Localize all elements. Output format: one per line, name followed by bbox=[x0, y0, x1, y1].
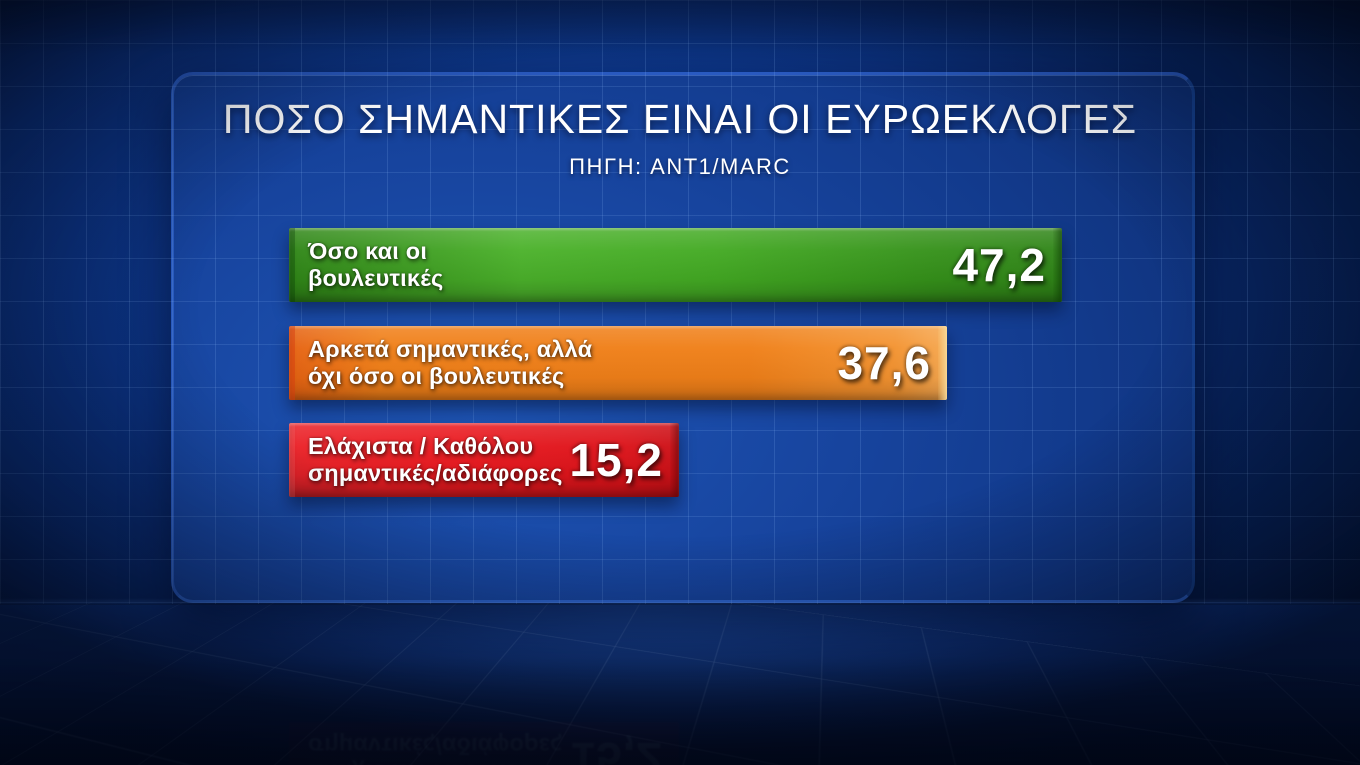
bar-label-line: Όσο και οι bbox=[308, 238, 428, 264]
bar-label-line: όχι όσο οι βουλευτικές bbox=[308, 363, 565, 389]
bar-value: 15,2 bbox=[569, 434, 663, 486]
chart-source: ΠΗΓΗ: ANT1/MARC bbox=[569, 154, 791, 179]
bar-label: Ελάχιστα / Καθόλου σημαντικές/αδιάφορες bbox=[289, 433, 563, 487]
bar-orange-quite-important: Αρκετά σημαντικές, αλλά όχι όσο οι βουλε… bbox=[289, 326, 947, 400]
bar-label-line: Αρκετά σημαντικές, αλλά bbox=[308, 336, 593, 362]
bar-red-not-important: Ελάχιστα / Καθόλου σημαντικές/αδιάφορες … bbox=[289, 423, 679, 497]
bar-label-line: σημαντικές/αδιάφορες bbox=[308, 460, 563, 486]
bar-value: 47,2 bbox=[952, 239, 1046, 291]
bar-label: Όσο και οι βουλευτικές bbox=[289, 238, 443, 292]
bar-label-line: Ελάχιστα / Καθόλου bbox=[308, 433, 534, 459]
chart-title: ΠΟΣΟ ΣΗΜΑΝΤΙΚΕΣ ΕΙΝΑΙ ΟΙ ΕΥΡΩΕΚΛΟΓΕΣ bbox=[222, 96, 1138, 142]
bar-label: Αρκετά σημαντικές, αλλά όχι όσο οι βουλε… bbox=[289, 336, 592, 390]
bar-green-as-important: Όσο και οι βουλευτικές 47,2 bbox=[289, 228, 1062, 302]
bar-label-line: βουλευτικές bbox=[308, 265, 444, 291]
bar-value: 37,6 bbox=[837, 337, 931, 389]
